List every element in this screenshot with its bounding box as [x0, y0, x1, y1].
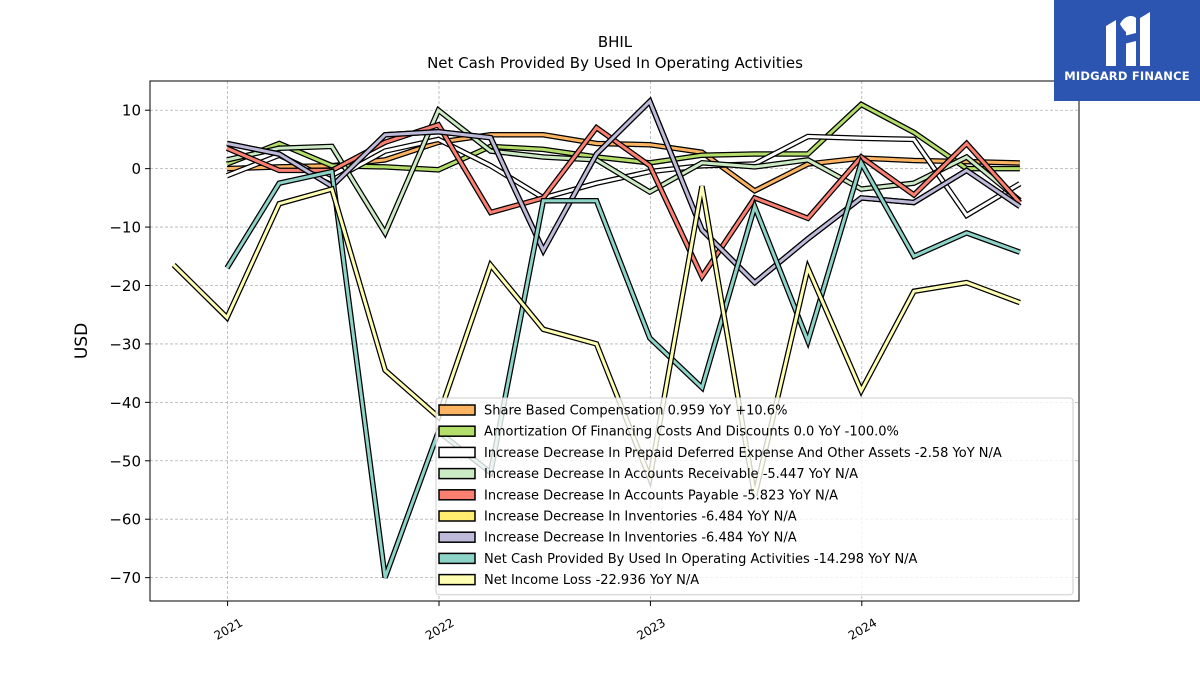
legend-label: Share Based Compensation 0.959 YoY +10.6…: [484, 404, 787, 419]
y-tick-label: −60: [109, 511, 141, 529]
x-tick-label: 2023: [634, 615, 667, 642]
series-line-stroke: [172, 185, 1021, 497]
series-line-stroke: [225, 158, 1021, 579]
series-line-stroke: [226, 98, 1021, 285]
legend-label: Net Income Loss -22.936 YoY N/A: [484, 573, 699, 588]
chart-subtitle: Net Cash Provided By Used In Operating A…: [427, 54, 803, 72]
legend-label: Increase Decrease In Accounts Payable -5…: [484, 488, 838, 503]
legend-label: Net Cash Provided By Used In Operating A…: [484, 552, 918, 567]
legend-swatch: [438, 446, 476, 459]
series-line: [226, 105, 1022, 239]
legend-swatch: [438, 489, 476, 501]
series-line: [224, 155, 1021, 579]
legend-swatch: [438, 552, 476, 565]
series-line: [225, 121, 1022, 283]
x-tick-label: 2021: [212, 615, 245, 642]
series-line-stroke: [226, 107, 1021, 237]
logo-mark-icon: [1106, 12, 1150, 66]
logo-text: MIDGARD FINANCE: [1064, 69, 1190, 83]
legend-label: Amortization Of Financing Costs And Disc…: [484, 425, 899, 440]
x-tick-label: 2024: [846, 615, 879, 642]
legend-label: Increase Decrease In Prepaid Deferred Ex…: [484, 446, 1002, 461]
legend-swatch: [438, 573, 476, 586]
y-tick-label: −10: [109, 219, 141, 237]
x-tick-label: 2022: [423, 615, 456, 642]
y-tick-label: −20: [109, 277, 141, 295]
brand-logo: MIDGARD FINANCE: [1054, 0, 1200, 101]
series-line: [171, 185, 1021, 497]
legend-box: [435, 397, 1074, 596]
y-tick-label: −70: [109, 569, 141, 587]
series-line: [226, 96, 1022, 287]
y-tick-label: −50: [109, 452, 141, 470]
x-axis: 2021 2022 2023 2024: [212, 601, 879, 643]
legend-swatch: [438, 510, 476, 522]
series-line-stroke: [226, 122, 1022, 280]
chart-title: BHIL: [598, 33, 633, 51]
legend-swatch: [438, 531, 476, 543]
y-tick-label: 0: [131, 160, 141, 178]
legend-label: Increase Decrease In Inventories -6.484 …: [484, 510, 797, 525]
legend-swatch: [438, 425, 476, 437]
plot-frame: [149, 80, 1080, 602]
y-axis: 10 0 −10 −20 −30 −40 −50 −60 −70: [109, 102, 150, 587]
legend: Share Based Compensation 0.959 YoY +10.6…: [435, 397, 1074, 596]
y-tick-label: 10: [122, 102, 141, 120]
legend-swatch: [438, 467, 476, 480]
legend-label: Increase Decrease In Inventories -6.484 …: [484, 531, 797, 546]
legend-swatch: [438, 404, 476, 416]
legend-label: Increase Decrease In Accounts Receivable…: [484, 467, 858, 482]
y-tick-label: −40: [109, 394, 141, 412]
y-tick-label: −30: [109, 335, 141, 353]
series-layer: [171, 96, 1022, 579]
y-axis-label: USD: [72, 323, 92, 359]
